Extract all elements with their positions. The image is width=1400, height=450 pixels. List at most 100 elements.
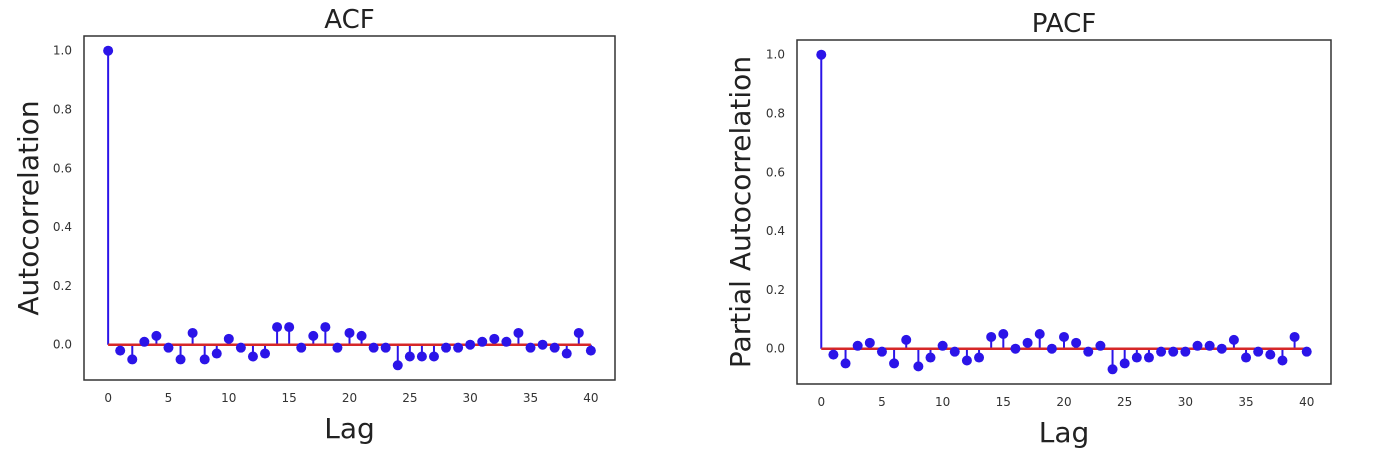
stem-marker bbox=[1180, 346, 1191, 357]
x-tick-label: 25 bbox=[402, 391, 417, 405]
stem-marker bbox=[1034, 329, 1045, 340]
stem-marker bbox=[332, 342, 343, 353]
x-tick-label: 15 bbox=[282, 391, 297, 405]
stem-marker bbox=[139, 336, 150, 347]
stem-marker bbox=[925, 352, 936, 363]
stem-marker bbox=[453, 342, 464, 353]
stem-marker bbox=[1071, 337, 1082, 348]
stem-marker bbox=[489, 333, 500, 344]
y-tick-label: 0.0 bbox=[53, 338, 72, 352]
stem-marker bbox=[816, 49, 827, 60]
y-tick-label: 0.8 bbox=[53, 103, 72, 117]
stem-marker bbox=[852, 340, 863, 351]
y-tick-label: 1.0 bbox=[766, 48, 785, 62]
stem-marker bbox=[1289, 331, 1300, 342]
stem-marker bbox=[1241, 352, 1252, 363]
stem-marker bbox=[901, 334, 912, 345]
y-tick-label: 0.2 bbox=[53, 279, 72, 293]
x-axis-label: Lag bbox=[324, 412, 375, 445]
stem-marker bbox=[537, 339, 548, 350]
stem-marker bbox=[320, 322, 331, 333]
plot-frame bbox=[83, 35, 616, 381]
stem-marker bbox=[986, 331, 997, 342]
stem-marker bbox=[477, 336, 488, 347]
x-tick-label: 30 bbox=[463, 391, 478, 405]
stem-marker bbox=[585, 345, 596, 356]
stem-marker bbox=[151, 330, 162, 341]
x-tick-label: 40 bbox=[1299, 395, 1314, 409]
stem-marker bbox=[1216, 343, 1227, 354]
stem-marker bbox=[404, 351, 415, 362]
stem-marker bbox=[949, 346, 960, 357]
stem-marker bbox=[501, 336, 512, 347]
x-tick-label: 25 bbox=[1117, 395, 1132, 409]
stem-marker bbox=[175, 354, 186, 365]
stem-marker bbox=[247, 351, 258, 362]
stem-marker bbox=[840, 358, 851, 369]
x-axis-label: Lag bbox=[1039, 416, 1090, 449]
stem-marker bbox=[573, 327, 584, 338]
x-tick-label: 10 bbox=[935, 395, 950, 409]
stem-marker bbox=[344, 327, 355, 338]
x-tick-label: 20 bbox=[1056, 395, 1071, 409]
stem-marker bbox=[103, 45, 114, 56]
y-tick-label: 1.0 bbox=[53, 44, 72, 58]
stem-marker bbox=[1204, 340, 1215, 351]
x-tick-label: 40 bbox=[583, 391, 598, 405]
stem-marker bbox=[465, 339, 476, 350]
stem-marker bbox=[549, 342, 560, 353]
stem-marker bbox=[163, 342, 174, 353]
y-tick-label: 0.6 bbox=[53, 161, 72, 175]
stem-marker bbox=[235, 342, 246, 353]
stem-marker bbox=[441, 342, 452, 353]
stem-marker bbox=[127, 354, 138, 365]
stem-marker bbox=[1010, 343, 1021, 354]
y-axis-label: Autocorrelation bbox=[12, 100, 45, 315]
chart-title: ACF bbox=[324, 5, 374, 35]
chart-title: PACF bbox=[1032, 9, 1096, 39]
stem-marker bbox=[308, 330, 319, 341]
stem-marker bbox=[828, 349, 839, 360]
stem-marker bbox=[1265, 349, 1276, 360]
stem-marker bbox=[223, 333, 234, 344]
stem-marker bbox=[1083, 346, 1094, 357]
y-axis-label: Partial Autocorrelation bbox=[724, 56, 757, 368]
pacf-chart: PACF 0 5 10 15 20 25 30 35 40 0.0 0.2 0.4 0.6 0.8 1.0 La… bbox=[724, 9, 1332, 449]
y-tick-label: 0.4 bbox=[53, 220, 72, 234]
y-tick-label: 0.2 bbox=[766, 283, 785, 297]
x-tick-label: 10 bbox=[221, 391, 236, 405]
stem-marker bbox=[416, 351, 427, 362]
stem-marker bbox=[525, 342, 536, 353]
stem-marker bbox=[1046, 343, 1057, 354]
stem-marker bbox=[211, 348, 222, 359]
x-tick-label: 35 bbox=[523, 391, 538, 405]
stem-marker bbox=[115, 345, 126, 356]
stem-marker bbox=[998, 329, 1009, 340]
stem-marker bbox=[368, 342, 379, 353]
y-tick-label: 0.6 bbox=[766, 165, 785, 179]
stem-marker bbox=[296, 342, 307, 353]
y-tick-label: 0.0 bbox=[766, 342, 785, 356]
stem-marker bbox=[1253, 346, 1264, 357]
stem-marker bbox=[1119, 358, 1130, 369]
x-tick-label: 0 bbox=[104, 391, 112, 405]
x-tick-label: 35 bbox=[1238, 395, 1253, 409]
y-tick-label: 0.4 bbox=[766, 224, 785, 238]
x-tick-label: 15 bbox=[996, 395, 1011, 409]
x-tick-label: 30 bbox=[1178, 395, 1193, 409]
plot-frame bbox=[796, 39, 1332, 385]
stem-marker bbox=[1059, 331, 1069, 342]
stem-marker bbox=[1301, 346, 1312, 357]
stem-marker bbox=[1095, 340, 1106, 351]
stem-marker bbox=[199, 354, 210, 365]
stem-marker bbox=[284, 322, 295, 333]
stem-marker bbox=[1022, 337, 1033, 348]
stem-marker bbox=[1156, 346, 1167, 357]
stem-marker bbox=[428, 351, 439, 362]
stem-marker bbox=[380, 342, 391, 353]
stem-marker bbox=[1277, 355, 1288, 366]
stem-marker bbox=[1143, 352, 1154, 363]
stem-marker bbox=[1228, 334, 1239, 345]
stem-marker bbox=[513, 327, 524, 338]
